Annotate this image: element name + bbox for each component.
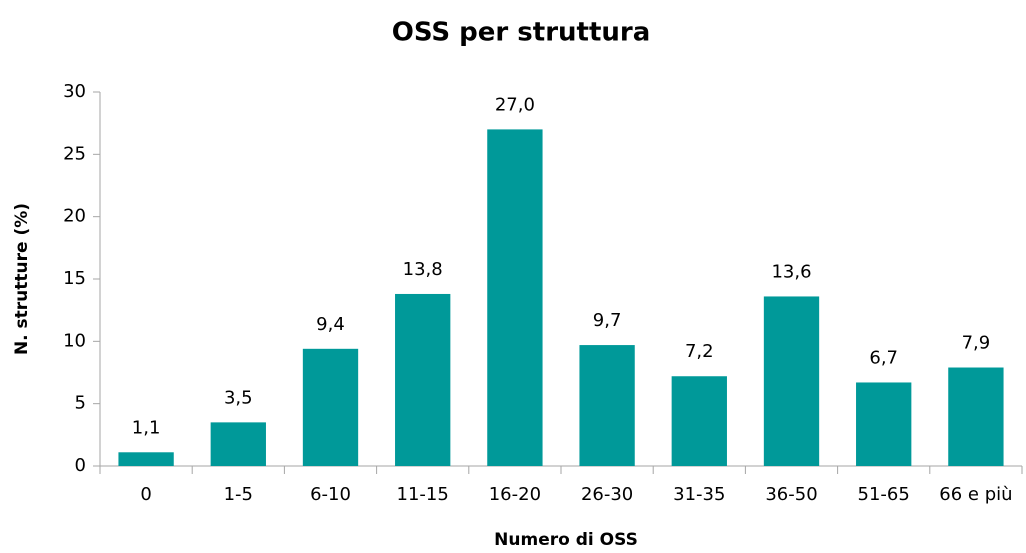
data-label: 13,6 [771,261,811,282]
x-axis-title: Numero di OSS [494,530,638,550]
y-tick-label: 5 [75,393,86,414]
y-tick-label: 15 [63,268,86,289]
data-label: 1,1 [132,417,161,438]
data-label: 3,5 [224,387,253,408]
bar [118,452,174,466]
y-axis-title: N. strutture (%) [12,203,32,355]
data-label: 6,7 [869,347,898,368]
x-tick-label: 26-30 [581,484,633,505]
bar [302,348,359,466]
x-tick-label: 16-20 [489,484,541,505]
x-tick-label: 36-50 [765,484,817,505]
bar [579,345,635,466]
y-tick-label: 30 [63,81,86,102]
y-tick-label: 20 [63,206,86,227]
data-label: 9,4 [316,314,345,335]
data-label: 13,8 [403,259,443,280]
data-label: 7,9 [962,333,991,354]
bar [763,296,820,466]
bar [210,422,266,466]
data-label: 27,0 [495,94,535,115]
bar [671,376,727,466]
chart-title: OSS per struttura [392,18,651,48]
bar [856,382,912,466]
y-tick-label: 10 [63,330,86,351]
y-tick-label: 25 [63,143,86,164]
x-tick-label: 66 e più [939,484,1012,505]
x-tick-label: 1-5 [224,484,253,505]
bar [948,367,1004,466]
x-tick-label: 51-65 [858,484,910,505]
data-label: 9,7 [593,310,622,331]
data-label: 7,2 [685,341,714,362]
y-tick-label: 0 [75,455,86,476]
bar [487,129,543,466]
bar [395,293,451,466]
x-tick-label: 31-35 [673,484,725,505]
x-tick-label: 6-10 [310,484,351,505]
x-tick-label: 0 [140,484,151,505]
x-tick-label: 11-15 [397,484,449,505]
